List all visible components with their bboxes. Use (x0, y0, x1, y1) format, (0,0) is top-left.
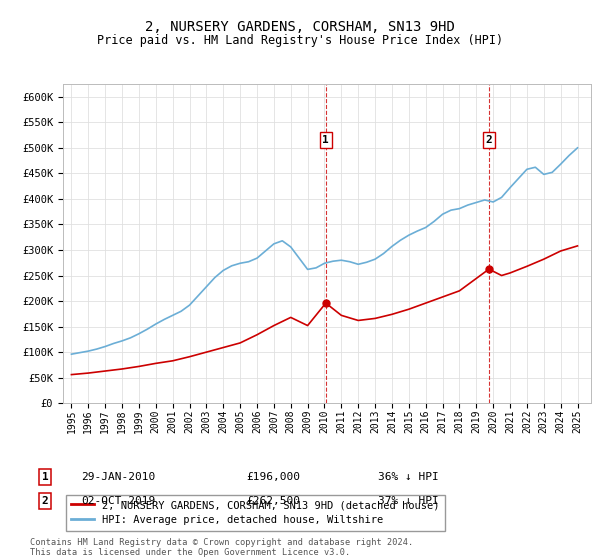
Text: 02-OCT-2019: 02-OCT-2019 (81, 496, 155, 506)
Text: Price paid vs. HM Land Registry's House Price Index (HPI): Price paid vs. HM Land Registry's House … (97, 34, 503, 46)
Text: 2: 2 (485, 135, 493, 145)
Text: Contains HM Land Registry data © Crown copyright and database right 2024.
This d: Contains HM Land Registry data © Crown c… (30, 538, 413, 557)
Legend: 2, NURSERY GARDENS, CORSHAM, SN13 9HD (detached house), HPI: Average price, deta: 2, NURSERY GARDENS, CORSHAM, SN13 9HD (d… (65, 494, 445, 531)
Text: 29-JAN-2010: 29-JAN-2010 (81, 472, 155, 482)
Text: 1: 1 (41, 472, 49, 482)
Text: 37% ↓ HPI: 37% ↓ HPI (378, 496, 439, 506)
Text: 2, NURSERY GARDENS, CORSHAM, SN13 9HD: 2, NURSERY GARDENS, CORSHAM, SN13 9HD (145, 20, 455, 34)
Text: £262,500: £262,500 (246, 496, 300, 506)
Text: 2: 2 (41, 496, 49, 506)
Text: 36% ↓ HPI: 36% ↓ HPI (378, 472, 439, 482)
Text: 1: 1 (322, 135, 329, 145)
Text: £196,000: £196,000 (246, 472, 300, 482)
